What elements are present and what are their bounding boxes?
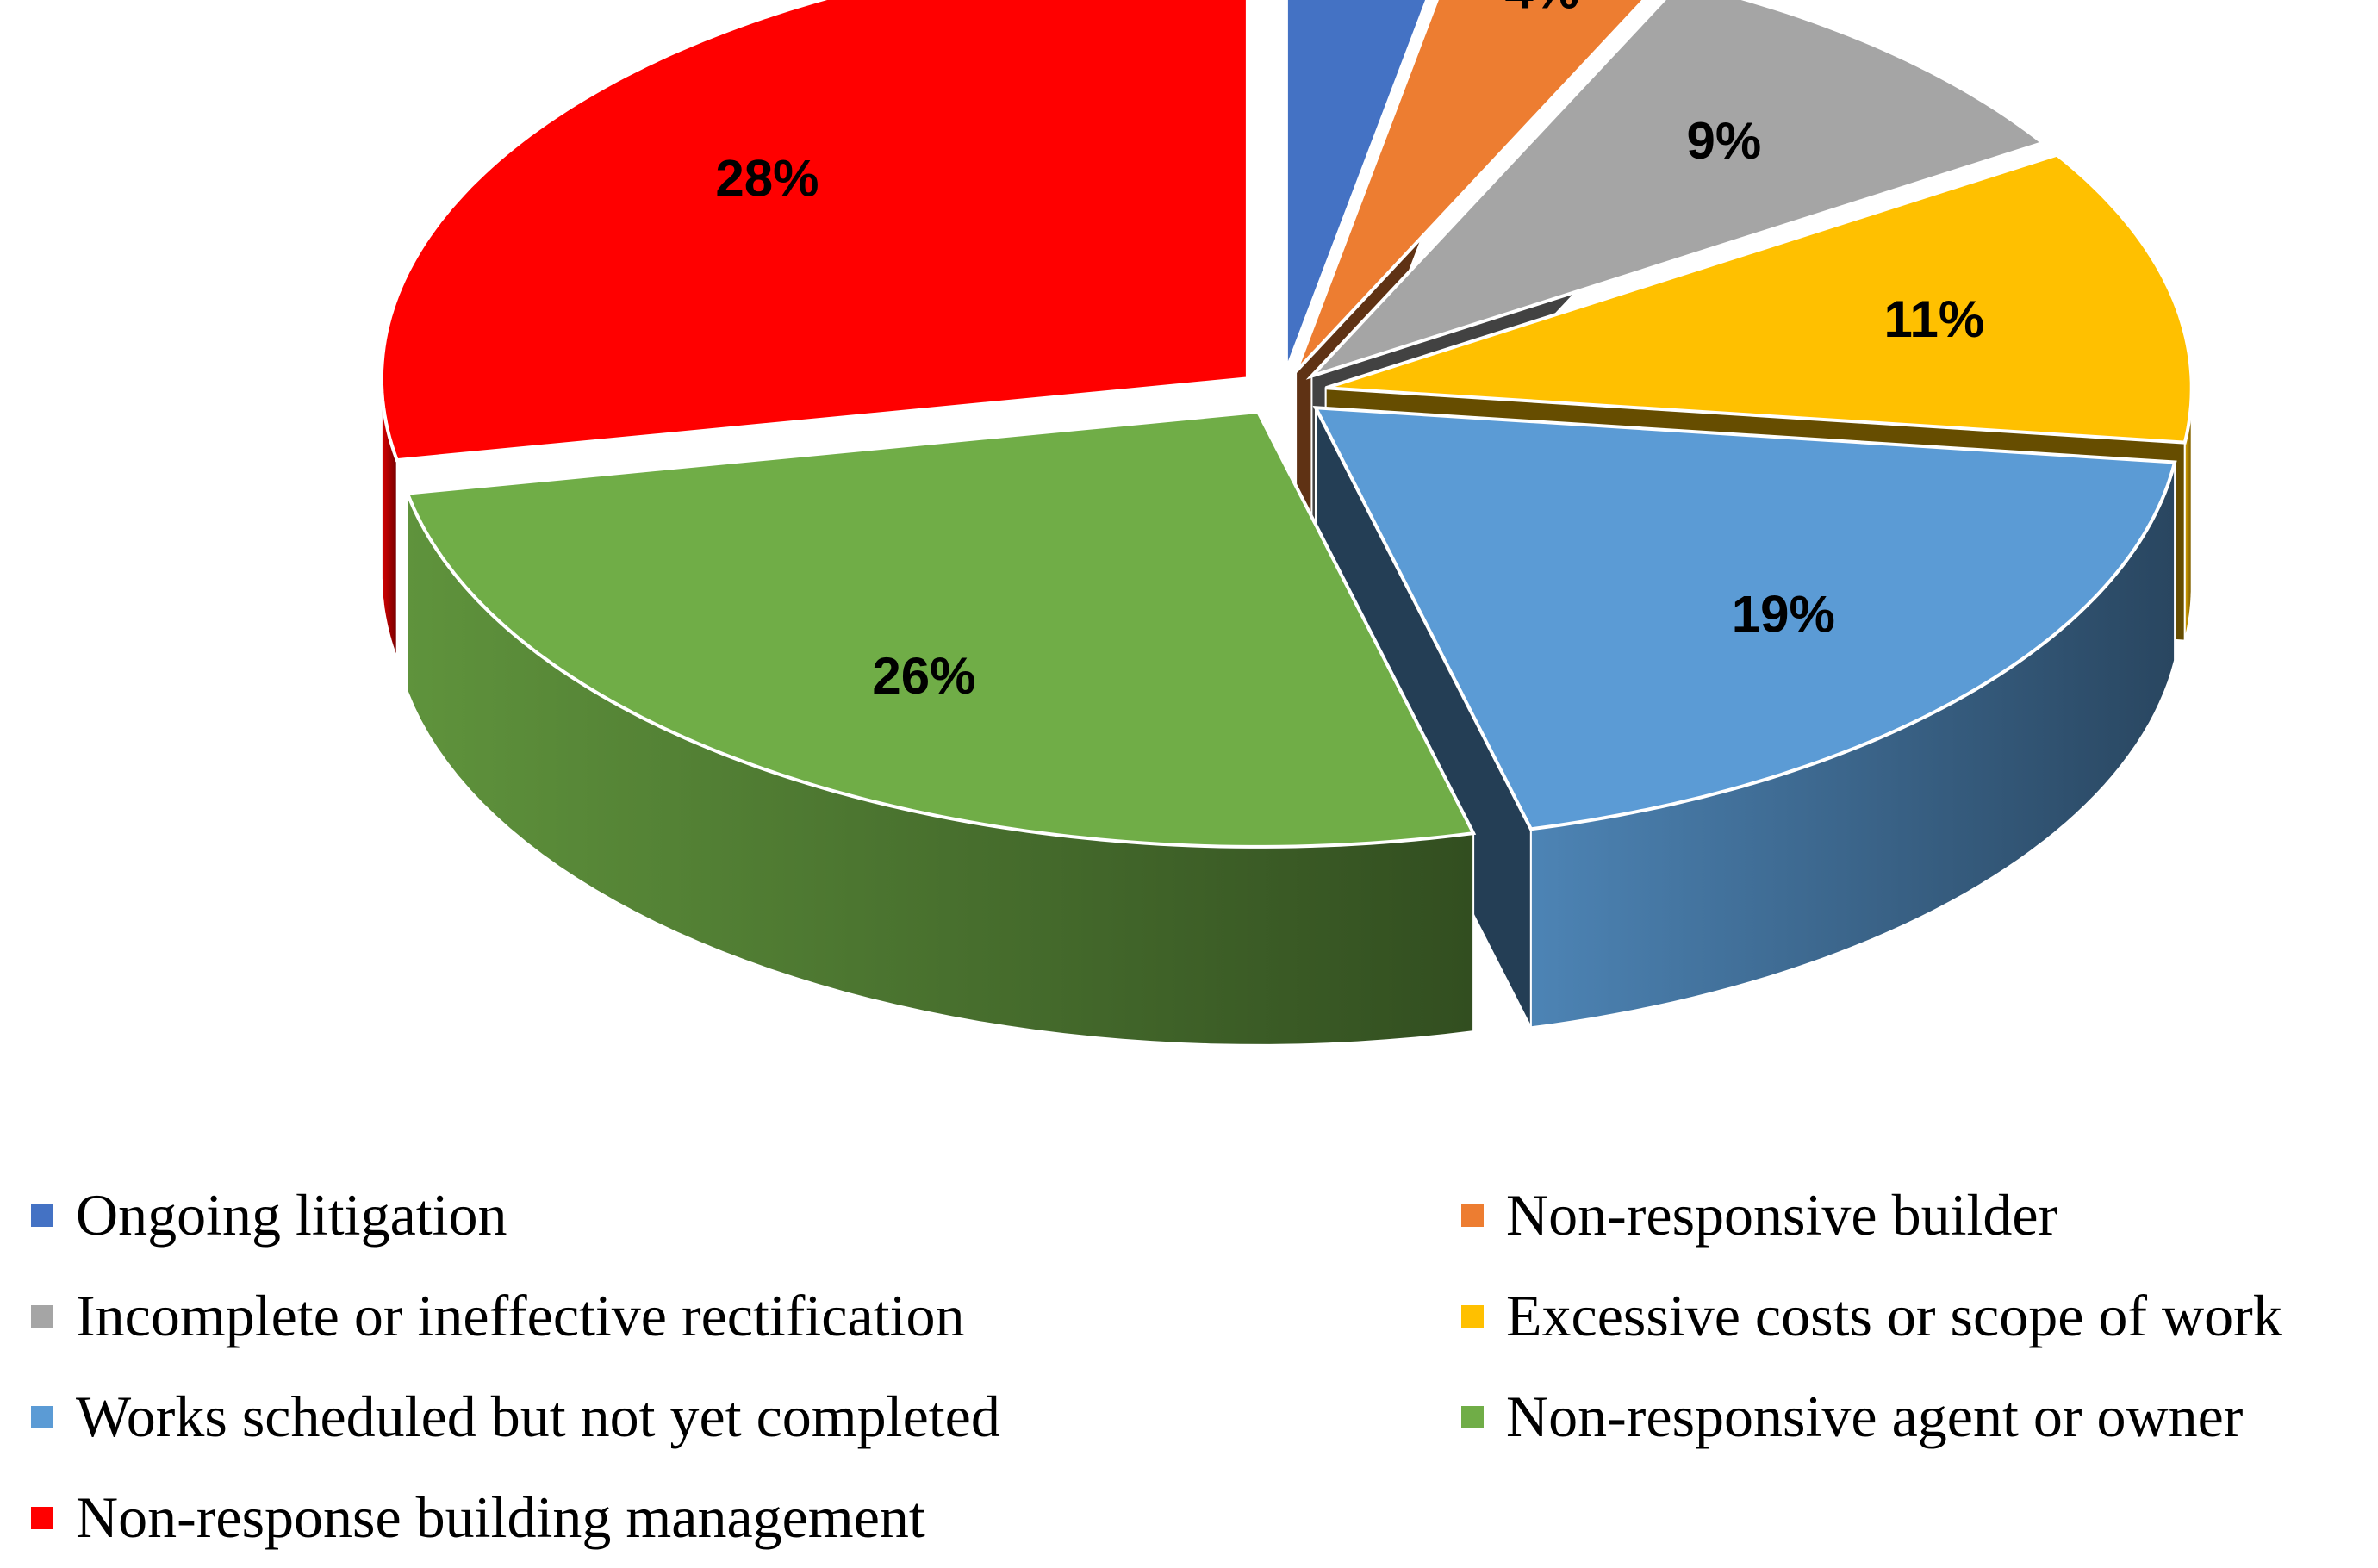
data-label-excessive-costs-or-scope-of-work: 11% [1884,290,1985,348]
data-label-non-responsive-agent-or-owner: 26% [872,647,975,705]
data-label-ongoing-litigation: 3% [1324,0,1399,1]
legend-item-excessive-costs-or-scope-of-work: Excessive costs or scope of work [1461,1266,2357,1366]
legend-swatch [31,1405,53,1428]
pie-slice-non-responsive-builder [1294,0,1647,373]
legend-label: Excessive costs or scope of work [1506,1283,2282,1348]
pie-slice-incomplete-or-ineffective-rectification [1305,0,2047,380]
legend-item-works-scheduled-but-not-yet-completed: Works scheduled but not yet completed [31,1366,1461,1467]
legend-label: Non-responsive agent or owner [1506,1384,2244,1449]
legend-item-non-responsive-agent-or-owner: Non-responsive agent or owner [1461,1366,2357,1467]
legend-item-non-responsive-builder: Non-responsive builder [1461,1165,2357,1266]
pie-slice-excessive-costs-or-scope-of-work [1325,152,2194,445]
legend-label: Non-responsive builder [1506,1182,2058,1248]
data-label-non-responsive-builder: 4% [1504,0,1579,19]
legend-item-non-response-building-management: Non-response building management [31,1467,1461,1568]
data-label-incomplete-or-ineffective-rectification: 9% [1687,112,1762,170]
legend-swatch [31,1204,53,1227]
chart-legend: Ongoing litigation Non-responsive builder… [31,1165,2357,1568]
pie-chart-svg: 3% 4% 9% 11% 19% 26% 28% [379,0,2194,1045]
data-label-non-response-building-management: 28% [715,150,819,208]
pie-slice-works-scheduled-but-not-yet-completed [1312,405,2177,831]
legend-swatch [1461,1204,1484,1227]
pie-slice-non-response-building-management [379,0,1249,463]
legend-item-ongoing-litigation: Ongoing litigation [31,1165,1461,1266]
legend-label: Incomplete or ineffective rectification [76,1283,965,1348]
legend-swatch [31,1506,53,1529]
data-label-works-scheduled-but-not-yet-completed: 19% [1732,586,1835,644]
pie-chart: 3% 4% 9% 11% 19% 26% 28% [379,0,2194,1045]
legend-label: Works scheduled but not yet completed [76,1384,1000,1449]
legend-label: Ongoing litigation [76,1182,507,1248]
legend-swatch [1461,1405,1484,1428]
legend-swatch [1461,1304,1484,1328]
legend-swatch [31,1304,53,1328]
legend-item-incomplete-or-ineffective-rectification: Incomplete or ineffective rectification [31,1266,1461,1366]
legend-label: Non-response building management [76,1484,925,1550]
pie-slice-ongoing-litigation [1284,0,1429,371]
pie-slice-non-responsive-agent-or-owner [405,409,1477,849]
